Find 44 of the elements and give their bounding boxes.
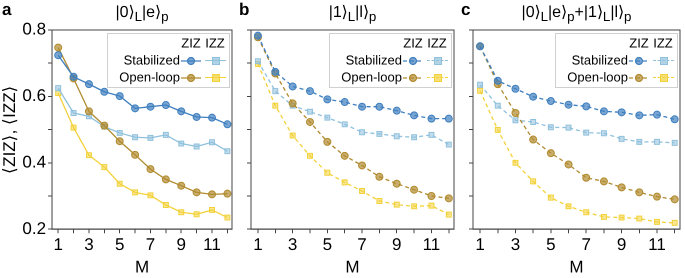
x-tick-label: 9	[392, 235, 402, 254]
legend-label: Stabilized	[346, 52, 402, 68]
chart-title: |1⟩$_{L}$|l⟩$_{p}$	[328, 3, 378, 24]
x-tick-label: 11	[203, 235, 221, 254]
y-axis-title: ⟨ZIZ⟩, ⟨IZZ⟩	[0, 85, 19, 174]
x-tick-label: 7	[581, 235, 591, 254]
x-tick-label: 7	[357, 235, 367, 254]
x-tick-label: 1	[253, 235, 263, 254]
x-tick-label: 11	[648, 235, 666, 254]
text: b	[239, 0, 250, 20]
y-tick-label: 0.8	[22, 20, 46, 39]
annotation: IZZ	[205, 36, 225, 51]
legend-label: Stabilized	[124, 52, 180, 68]
x-tick-label: 3	[510, 235, 520, 254]
annotation: IZZ	[427, 36, 447, 51]
chart-title: |0⟩$_{L}$|e⟩$_{p}$	[114, 3, 170, 24]
legend-label: Stabilized	[572, 52, 628, 68]
x-axis-title: M	[134, 257, 150, 276]
x-axis-title: M	[569, 257, 584, 276]
annotation: ZIZ	[181, 36, 201, 51]
y-tick-label: 0.2	[22, 218, 46, 238]
y-tick-label: 0.6	[22, 86, 46, 106]
legend-label: Open-loop	[341, 70, 402, 85]
x-tick-label: 9	[176, 235, 186, 254]
x-tick-label: 3	[288, 235, 298, 254]
chart-title: |0⟩$_{L}$|e⟩$_{p}$+|1⟩$_{L}$|l⟩$_{p}$	[520, 3, 632, 24]
legend-label: Open-loop	[567, 70, 628, 85]
x-tick-label: 9	[616, 235, 626, 254]
x-tick-label: 5	[114, 235, 124, 254]
x-tick-label: 3	[84, 235, 94, 254]
legend-label: Open-loop	[119, 70, 180, 85]
annotation: IZZ	[653, 36, 673, 51]
x-tick-label: 1	[475, 235, 485, 254]
x-axis-title: M	[345, 257, 360, 276]
x-tick-label: 5	[546, 235, 556, 254]
x-tick-label: 1	[53, 235, 63, 254]
text: a	[2, 0, 12, 20]
text: c	[461, 0, 470, 20]
annotation: ZIZ	[629, 36, 649, 51]
annotation: ZIZ	[403, 36, 423, 51]
y-tick-label: 0.4	[22, 152, 46, 172]
x-tick-label: 5	[322, 235, 332, 254]
x-tick-label: 11	[422, 235, 440, 254]
x-tick-label: 7	[146, 235, 156, 254]
